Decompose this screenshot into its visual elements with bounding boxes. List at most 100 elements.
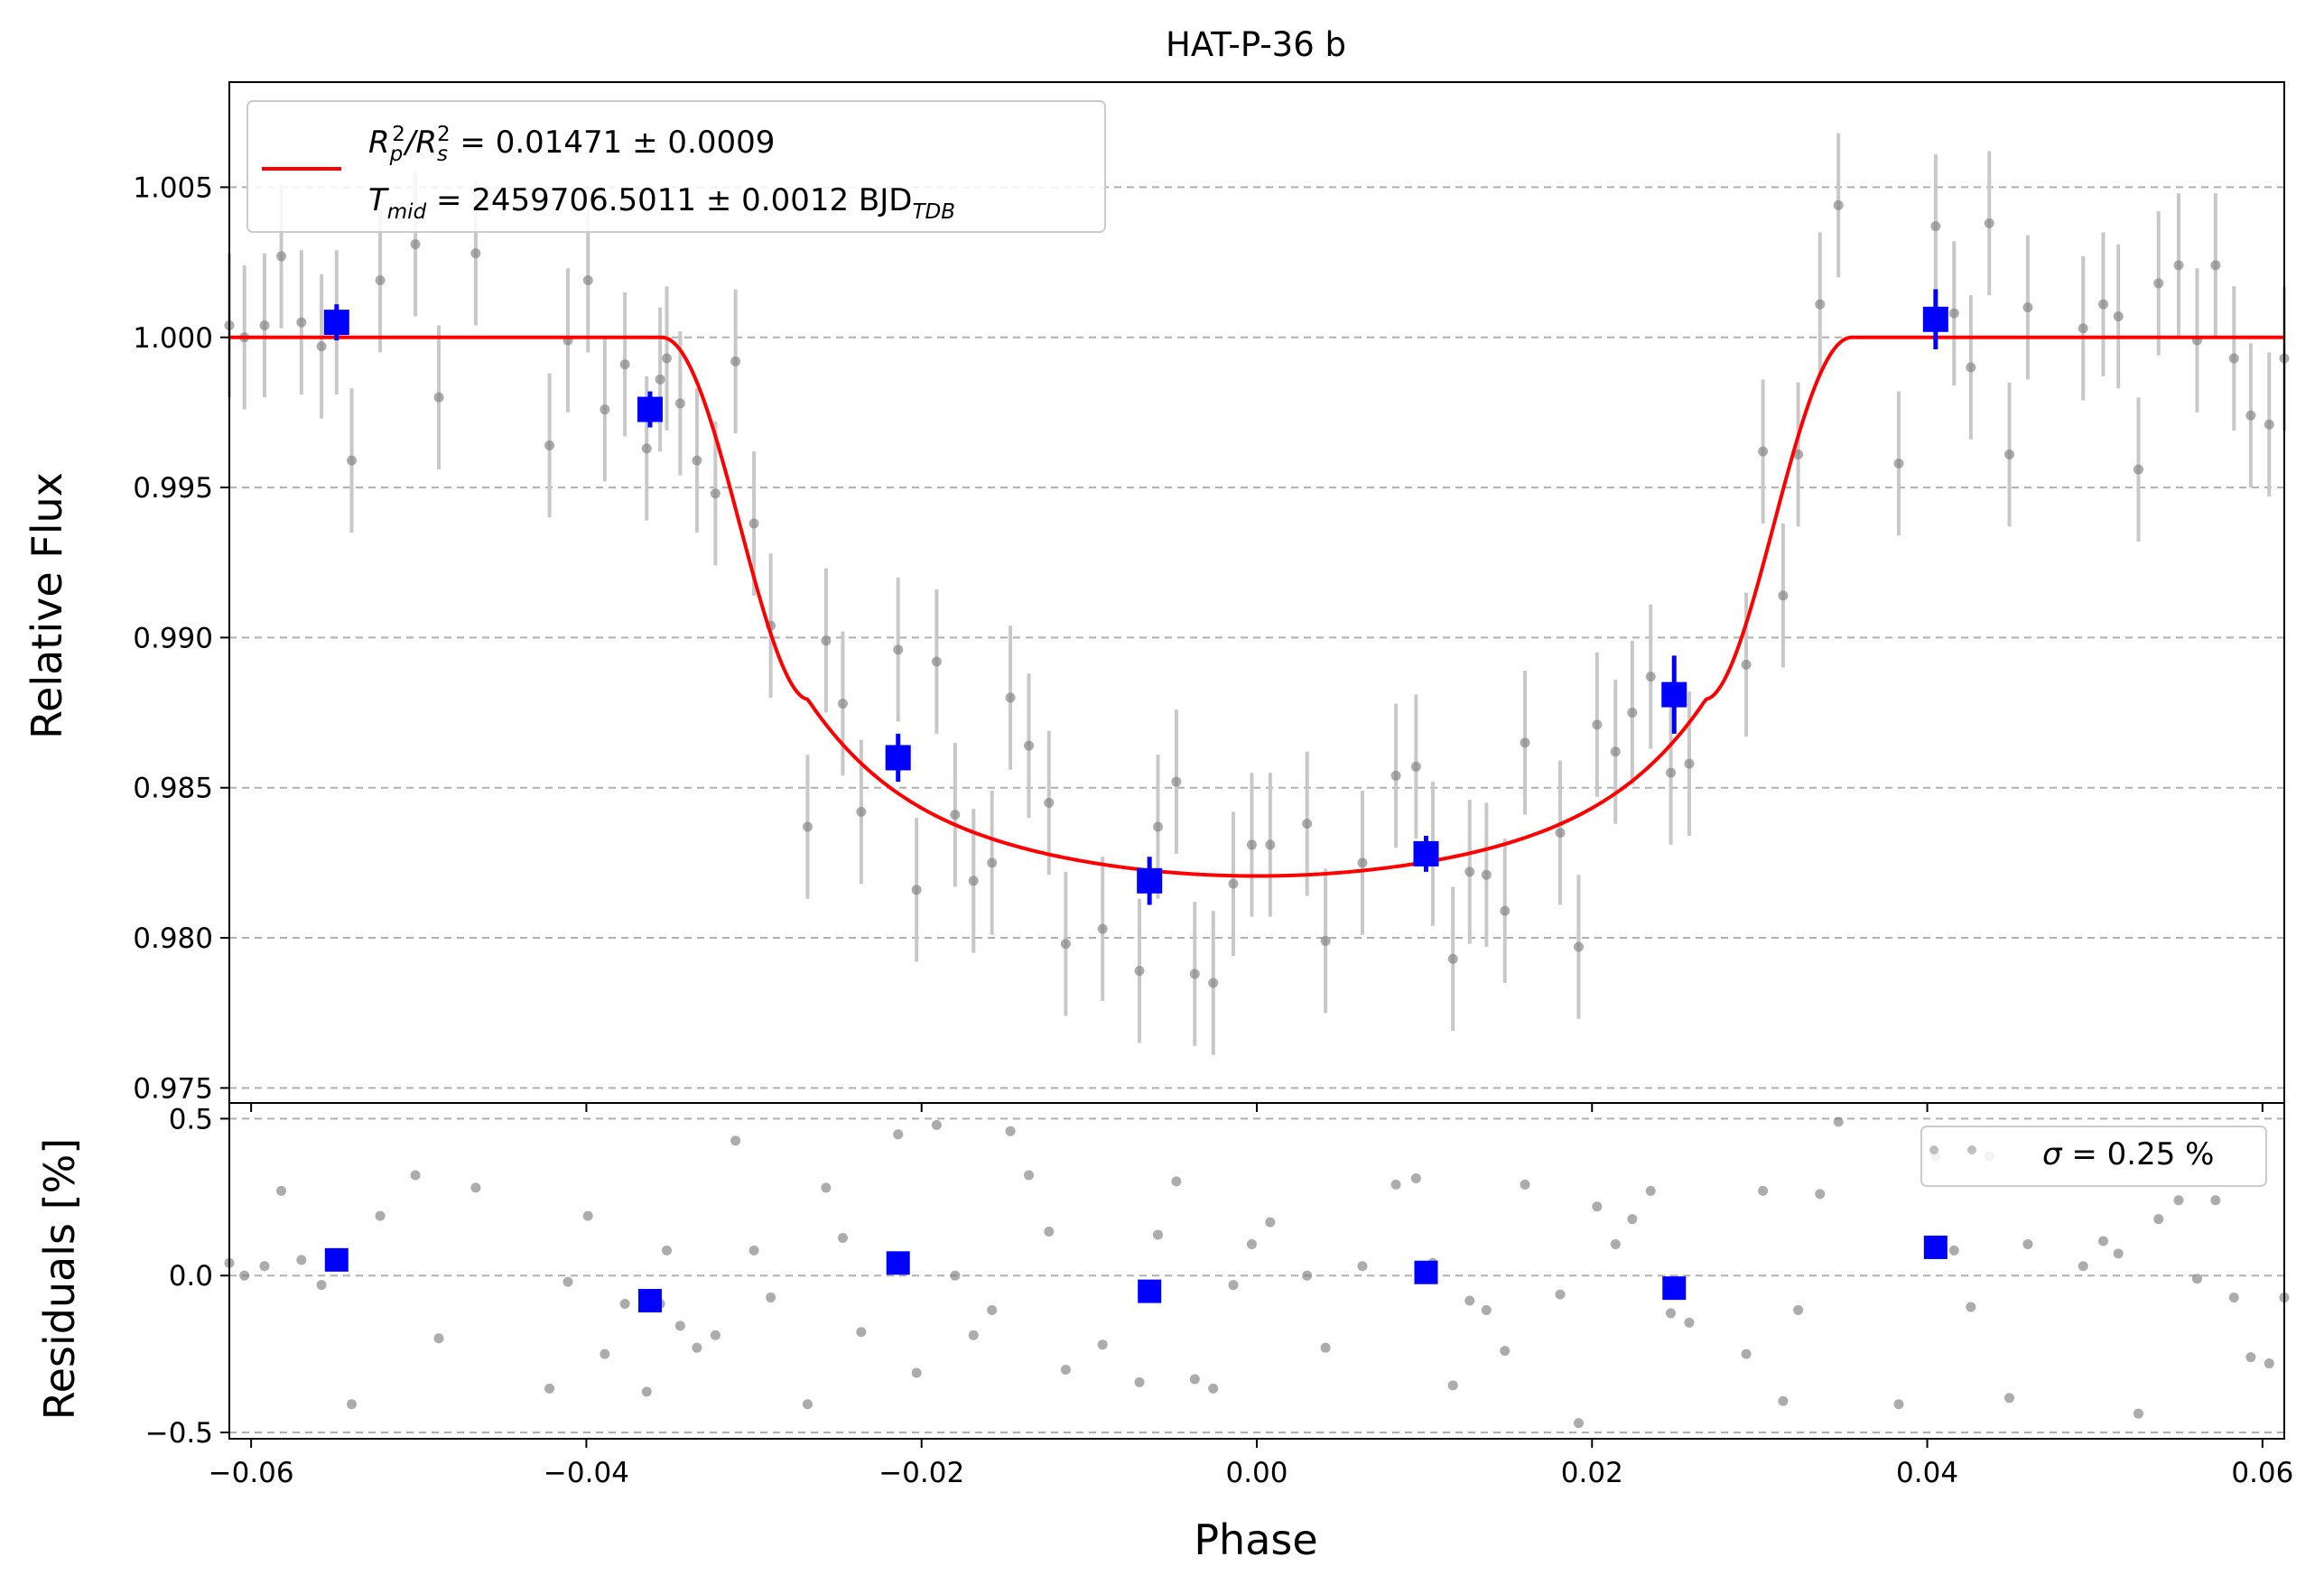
- flux-binned-point: [323, 310, 349, 336]
- flux-binned-point: [1661, 681, 1687, 708]
- residual-point: [1793, 1304, 1804, 1315]
- residual-point: [2245, 1352, 2256, 1363]
- flux-data-point: [2078, 323, 2088, 334]
- residual-point: [544, 1383, 555, 1394]
- residual-point: [2098, 1236, 2109, 1246]
- x-tick-label: 0.04: [1896, 1457, 1958, 1489]
- residual-point: [1610, 1238, 1621, 1249]
- flux-data-point: [2098, 299, 2109, 310]
- flux-data-point: [2173, 260, 2184, 271]
- residual-point: [1666, 1308, 1677, 1319]
- flux-data-point: [748, 518, 759, 529]
- residual-point: [1171, 1176, 1182, 1187]
- flux-data-point: [1741, 659, 1752, 670]
- flux-data-point: [375, 275, 386, 286]
- residual-point: [766, 1293, 776, 1303]
- flux-data-point: [692, 455, 702, 466]
- flux-data-point: [655, 374, 665, 385]
- flux-panel: 0.975 0.980 0.985 0.990 0.995 1.000 1.005 Rp2/…: [23, 81, 2290, 1112]
- residuals-legend: σ = 0.25 %: [1920, 1126, 2267, 1187]
- residuals-legend-box: [1920, 1126, 2267, 1187]
- residuals-legend-text: σ = 0.25 %: [2042, 1136, 2214, 1172]
- flux-data-point: [1645, 672, 1656, 682]
- residual-point: [893, 1129, 904, 1140]
- flux-y-tick-label: 0.985: [133, 773, 213, 805]
- flux-data-point: [674, 398, 685, 409]
- flux-data-point: [1464, 867, 1475, 877]
- flux-data-point: [1097, 923, 1108, 934]
- flux-data-point: [2210, 260, 2221, 271]
- residual-point: [1246, 1238, 1257, 1249]
- residual-point: [1097, 1339, 1108, 1350]
- residual-point: [1390, 1179, 1401, 1190]
- flux-data-point: [2245, 410, 2256, 421]
- residual-point: [2173, 1195, 2184, 1206]
- chart-title: HAT-P-36 b: [1166, 25, 1346, 64]
- flux-y-tick-label: 0.995: [133, 472, 213, 505]
- residual-point: [1228, 1280, 1239, 1291]
- flux-data-point: [296, 317, 307, 328]
- residual-point: [1573, 1418, 1584, 1429]
- flux-y-tick-label: 1.005: [133, 171, 213, 204]
- flux-data-point: [1666, 767, 1677, 778]
- residual-point: [1152, 1229, 1163, 1240]
- flux-data-point: [2113, 310, 2124, 321]
- flux-legend: Rp2/Rs2 = 0.01471 ± 0.0009 Tmid = 245970…: [246, 100, 1106, 233]
- flux-binned-point: [637, 396, 663, 422]
- residual-binned-point: [324, 1247, 349, 1272]
- flux-data-point: [1024, 740, 1035, 751]
- flux-data-point: [2228, 353, 2239, 364]
- residual-point: [1741, 1348, 1752, 1359]
- residual-point: [296, 1255, 307, 1265]
- flux-data-point: [710, 488, 720, 499]
- residuals-y-tick-label: −0.5: [145, 1417, 213, 1450]
- flux-data-point: [856, 806, 867, 817]
- residual-point: [433, 1333, 444, 1344]
- flux-data-point: [1555, 828, 1566, 839]
- legend-line-radius-ratio: Rp2/Rs2 = 0.01471 ± 0.0009: [368, 123, 775, 166]
- flux-data-point: [1758, 446, 1769, 457]
- residual-point: [2210, 1195, 2221, 1206]
- flux-y-axis-label: Relative Flux: [23, 472, 71, 739]
- residual-point: [2153, 1214, 2164, 1225]
- flux-data-point: [1134, 966, 1145, 977]
- x-tick-label: 0.06: [2231, 1457, 2293, 1489]
- flux-data-point: [911, 885, 922, 895]
- residual-point: [347, 1399, 358, 1410]
- residual-point: [837, 1232, 848, 1243]
- residual-binned-point: [1923, 1235, 1948, 1259]
- residuals-y-tick-label: 0.5: [169, 1103, 213, 1135]
- flux-binned-point: [1922, 306, 1948, 332]
- flux-data-point: [1684, 758, 1695, 769]
- residuals-legend-marker: [1967, 1145, 1976, 1154]
- residuals-y-axis-label: Residuals [%]: [35, 1138, 84, 1420]
- flux-data-point: [1984, 218, 1994, 228]
- flux-data-point: [1152, 821, 1163, 832]
- flux-data-point: [1060, 939, 1071, 950]
- flux-data-point: [259, 320, 270, 330]
- residual-point: [1815, 1189, 1826, 1200]
- flux-data-point: [2133, 464, 2143, 475]
- residual-point: [1044, 1227, 1055, 1237]
- flux-data-point: [1893, 458, 1904, 468]
- flux-data-point: [1390, 770, 1401, 781]
- residual-point: [2113, 1248, 2124, 1259]
- residuals-panel: −0.5 0.0 0.5 −0.06 −0.04 −0.02 0.00 0.02 0.04 0.0…: [35, 1102, 2293, 1564]
- flux-data-point: [1447, 953, 1458, 964]
- flux-data-point: [1930, 221, 1941, 232]
- residual-point: [1555, 1289, 1566, 1300]
- residual-point: [1060, 1365, 1071, 1376]
- residual-point: [2133, 1408, 2143, 1419]
- flux-data-point: [1627, 708, 1638, 718]
- residual-point: [239, 1270, 250, 1281]
- flux-y-tick-label: 0.980: [133, 922, 213, 955]
- residual-point: [1520, 1179, 1530, 1190]
- flux-data-point: [1610, 746, 1621, 757]
- residual-point: [1684, 1317, 1695, 1328]
- residual-point: [1320, 1342, 1331, 1353]
- residual-point: [1966, 1302, 1976, 1312]
- flux-data-point: [1005, 692, 1016, 703]
- flux-data-point: [1044, 797, 1055, 808]
